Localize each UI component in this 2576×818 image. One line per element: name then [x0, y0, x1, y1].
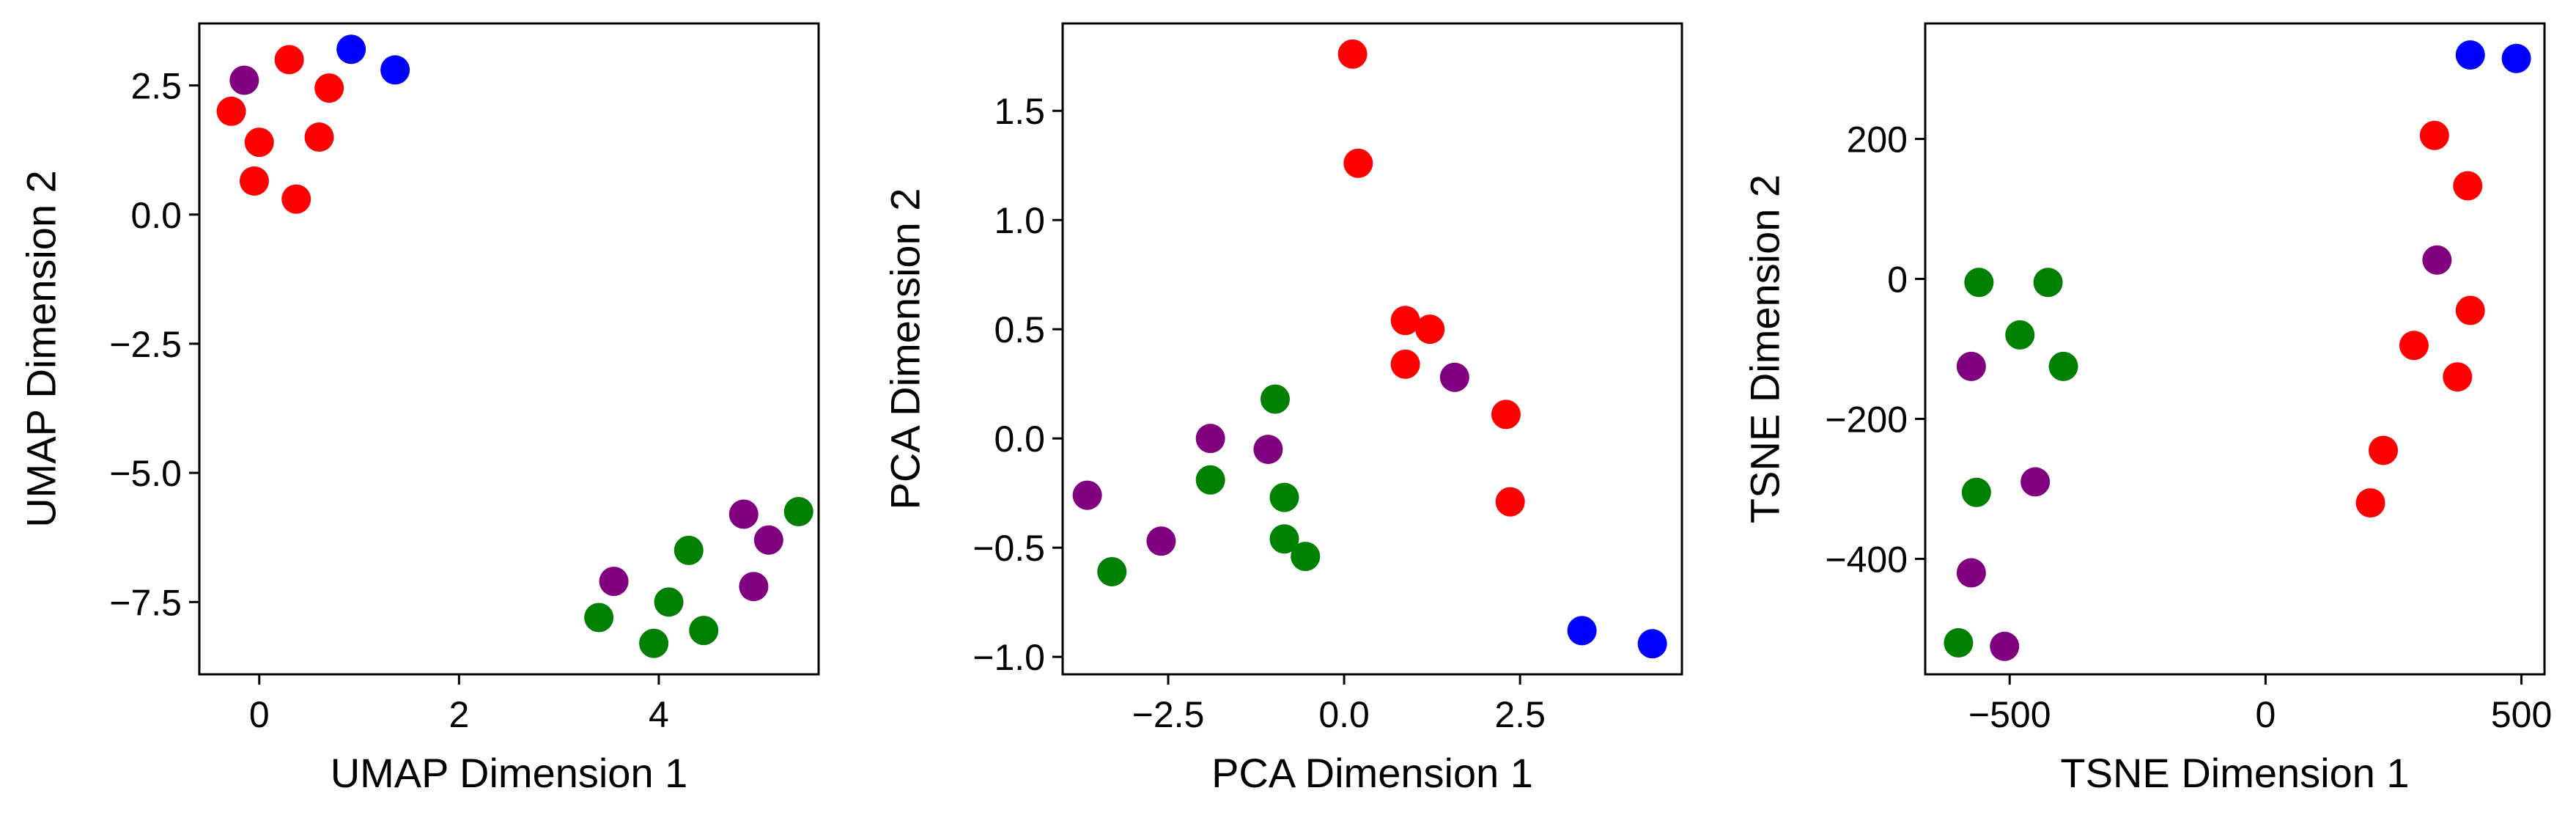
data-point: [216, 96, 246, 126]
data-point: [1072, 480, 1102, 510]
data-point: [1195, 424, 1225, 454]
data-point: [654, 587, 684, 617]
data-point: [1390, 306, 1420, 336]
y-tick-label: 1.5: [994, 91, 1045, 132]
y-tick-label: 0.5: [994, 309, 1045, 350]
data-point: [639, 628, 669, 658]
y-tick-label: 1.0: [994, 200, 1045, 241]
data-point: [2048, 351, 2078, 381]
data-point: [1343, 148, 1373, 178]
data-point: [1415, 314, 1445, 344]
data-point: [1491, 399, 1521, 430]
data-point: [2443, 362, 2473, 392]
data-point: [1964, 268, 1994, 298]
data-point: [229, 65, 259, 95]
data-point: [380, 55, 410, 85]
y-tick-label: −400: [1825, 539, 1908, 580]
data-point: [2005, 320, 2035, 350]
x-axis-label: TSNE Dimension 1: [2060, 750, 2409, 796]
data-point: [1390, 349, 1420, 379]
data-point: [281, 184, 311, 214]
data-point: [1260, 384, 1290, 414]
y-axis-label: TSNE Dimension 2: [1742, 174, 1788, 523]
data-point: [2369, 435, 2399, 465]
data-point: [1956, 351, 1986, 381]
data-point: [1637, 629, 1667, 659]
x-tick-label: 0: [2255, 694, 2276, 735]
plot-frame: [1924, 22, 2546, 676]
data-point: [1097, 556, 1127, 586]
data-point: [1961, 477, 1991, 507]
data-point: [2501, 43, 2531, 73]
x-axis-label: UMAP Dimension 1: [331, 750, 688, 796]
scatter-panel-2: −2.5 0.0 2.5 1.5 1.0 0.5 0.0 −0.5 −1.0 PCA Dimens…: [882, 22, 1683, 796]
x-tick-label: 0: [249, 694, 270, 735]
x-tick-label: −500: [1968, 694, 2051, 735]
data-point: [2355, 488, 2385, 518]
data-point: [599, 567, 629, 597]
data-point: [1944, 628, 1974, 658]
data-point: [239, 166, 269, 196]
scatter-panel-1: 0 2 4 2.5 0.0 −2.5 −5.0 −7.5 UMAP Dimension 1 UMA…: [18, 22, 820, 796]
data-point: [728, 499, 759, 529]
y-axis-label: UMAP Dimension 2: [18, 170, 64, 528]
data-point: [1439, 362, 1469, 392]
data-point: [336, 34, 366, 65]
x-tick-label: 2.5: [1494, 694, 1546, 735]
data-point: [1146, 526, 1176, 556]
y-tick-label: 0.0: [130, 195, 182, 236]
data-point: [1990, 631, 2020, 661]
data-point: [739, 572, 769, 602]
x-tick-label: −2.5: [1132, 694, 1205, 735]
scatter-panel-3: −500 0 500 200 0 −200 −400 TSNE Dimension 1 TSNE…: [1742, 22, 2552, 796]
data-point: [244, 128, 274, 158]
x-tick-label: 0.0: [1318, 694, 1370, 735]
data-point: [314, 73, 344, 103]
data-point: [673, 535, 704, 565]
data-point: [2399, 331, 2429, 361]
y-tick-label: 200: [1847, 119, 1908, 161]
data-point: [1269, 524, 1299, 554]
data-point: [2453, 171, 2483, 201]
data-point: [304, 122, 334, 152]
data-point: [1337, 39, 1368, 69]
data-point: [2422, 245, 2452, 275]
plot-frame: [1061, 22, 1683, 676]
y-tick-label: −200: [1825, 399, 1908, 440]
x-tick-label: 2: [449, 694, 469, 735]
y-tick-label: 2.5: [130, 66, 182, 107]
y-axis-label: PCA Dimension 2: [882, 188, 929, 510]
y-tick-label: −1.0: [973, 637, 1045, 678]
data-point: [1291, 542, 1321, 572]
y-tick-label: −0.5: [973, 528, 1045, 569]
data-point: [584, 603, 614, 633]
data-point: [1567, 616, 1597, 646]
data-point: [2419, 120, 2449, 150]
x-axis-label: PCA Dimension 1: [1211, 750, 1533, 796]
x-tick-label: 4: [649, 694, 669, 735]
y-tick-label: 0.0: [994, 419, 1045, 460]
y-tick-label: −2.5: [109, 324, 182, 365]
y-tick-label: −7.5: [109, 582, 182, 623]
data-point: [1195, 465, 1225, 495]
y-tick-label: 0: [1887, 259, 1908, 301]
data-point: [1956, 558, 1986, 588]
data-point: [753, 525, 783, 555]
plot-frame: [198, 22, 820, 676]
y-tick-label: −5.0: [109, 453, 182, 494]
data-point: [1495, 487, 1525, 517]
data-point: [2455, 295, 2485, 325]
x-tick-label: 500: [2491, 694, 2552, 735]
data-point: [1253, 435, 1283, 465]
data-point: [2033, 268, 2063, 298]
data-point: [1269, 482, 1299, 512]
data-point: [2020, 467, 2051, 497]
data-point: [2455, 40, 2485, 70]
data-point: [274, 45, 304, 75]
data-point: [689, 616, 719, 646]
data-point: [783, 497, 813, 526]
